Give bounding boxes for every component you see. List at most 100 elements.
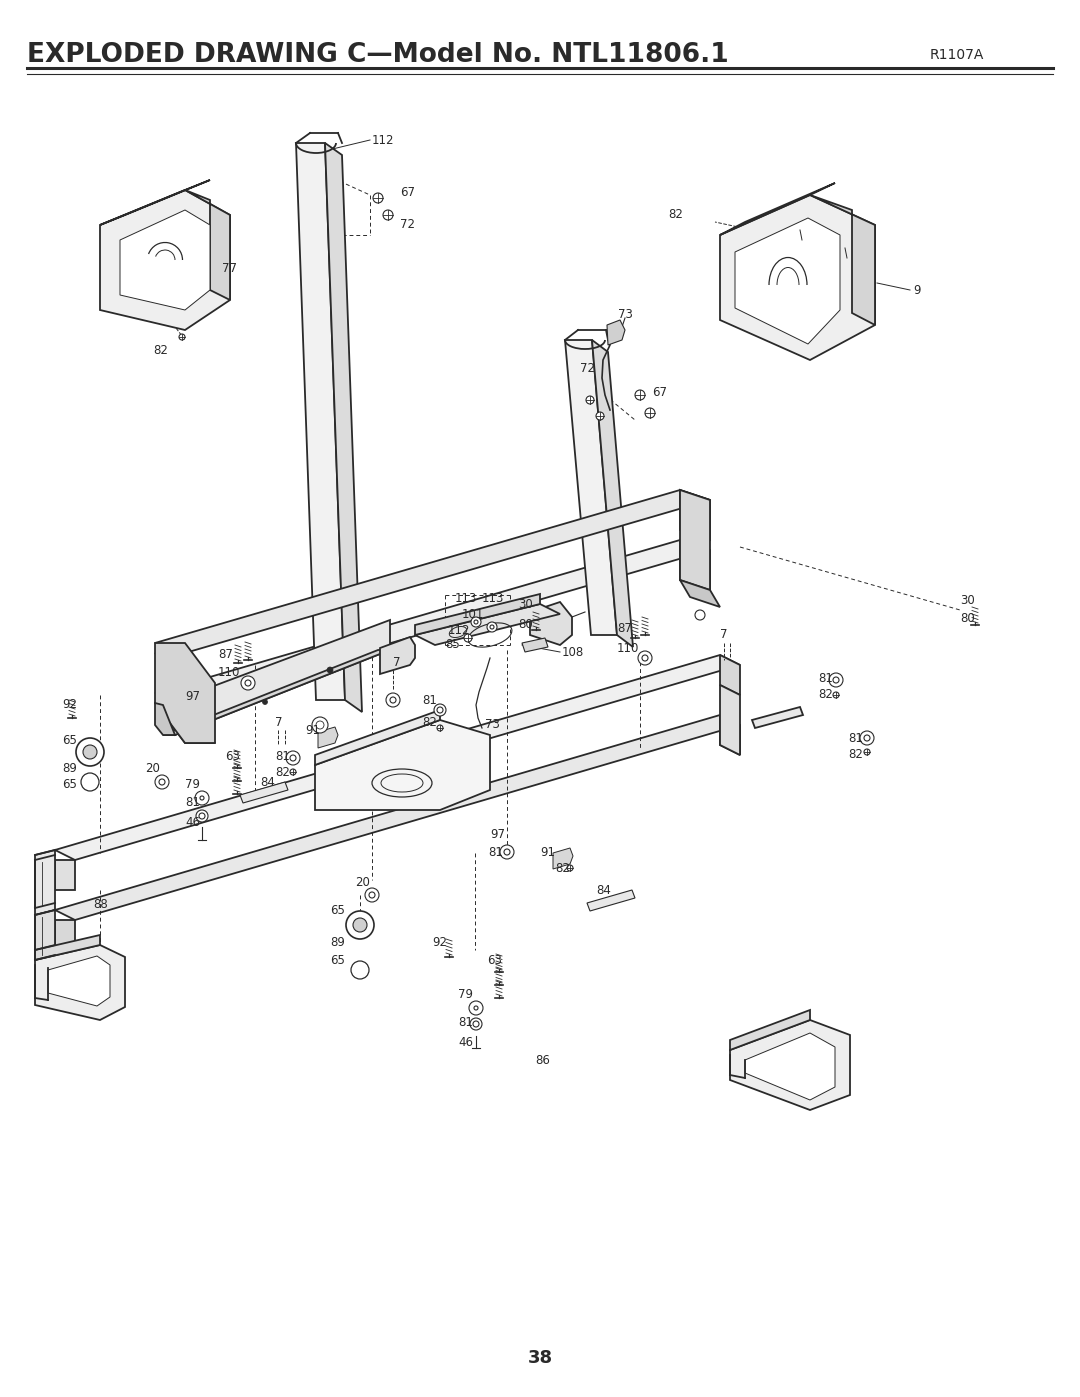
Text: 67: 67	[400, 187, 415, 200]
Circle shape	[373, 193, 383, 203]
Text: 80: 80	[960, 612, 975, 624]
Circle shape	[434, 704, 446, 717]
Circle shape	[156, 775, 168, 789]
Polygon shape	[100, 190, 230, 330]
Text: 81: 81	[185, 796, 200, 809]
Text: 101: 101	[462, 608, 484, 620]
Circle shape	[504, 849, 510, 855]
Text: 82: 82	[818, 689, 833, 701]
Circle shape	[369, 893, 375, 898]
Text: 81: 81	[848, 732, 863, 745]
Circle shape	[567, 865, 573, 870]
Text: 81: 81	[275, 750, 289, 764]
Polygon shape	[522, 638, 548, 652]
Polygon shape	[415, 604, 561, 645]
Text: 81: 81	[458, 1017, 473, 1030]
Text: EXPLODED DRAWING C—Model No. NTL11806.1: EXPLODED DRAWING C—Model No. NTL11806.1	[27, 42, 729, 68]
Text: 20: 20	[355, 876, 369, 888]
Text: 88: 88	[93, 898, 108, 911]
Circle shape	[312, 717, 328, 733]
Text: 7: 7	[720, 629, 728, 641]
Circle shape	[365, 888, 379, 902]
Polygon shape	[318, 726, 338, 747]
Text: 67: 67	[652, 387, 667, 400]
Circle shape	[470, 1018, 482, 1030]
Circle shape	[860, 731, 874, 745]
Polygon shape	[720, 715, 740, 754]
Text: 86: 86	[535, 1053, 550, 1066]
Text: 97: 97	[490, 828, 505, 841]
Circle shape	[469, 1002, 483, 1016]
Text: 108: 108	[562, 645, 584, 658]
Polygon shape	[565, 339, 617, 636]
Text: 82: 82	[153, 344, 167, 356]
Polygon shape	[55, 715, 740, 921]
Polygon shape	[315, 710, 440, 766]
Circle shape	[390, 697, 396, 703]
Polygon shape	[156, 541, 710, 703]
Circle shape	[346, 911, 374, 939]
Circle shape	[179, 334, 185, 339]
Text: 80: 80	[518, 619, 532, 631]
Polygon shape	[720, 183, 835, 235]
Polygon shape	[415, 594, 540, 636]
Circle shape	[864, 749, 870, 754]
Circle shape	[291, 768, 296, 775]
Text: 112: 112	[448, 623, 471, 637]
Circle shape	[383, 210, 393, 219]
Text: 7: 7	[275, 717, 283, 729]
Text: 110: 110	[617, 641, 639, 655]
Text: 63: 63	[225, 750, 240, 764]
Circle shape	[645, 408, 654, 418]
Polygon shape	[720, 196, 875, 360]
Text: 91: 91	[305, 724, 320, 736]
Circle shape	[864, 735, 870, 740]
Circle shape	[200, 796, 204, 800]
Text: 73: 73	[618, 307, 633, 320]
Polygon shape	[120, 210, 210, 310]
Circle shape	[437, 725, 443, 731]
Circle shape	[262, 700, 268, 704]
Circle shape	[195, 791, 210, 805]
Polygon shape	[185, 190, 230, 300]
Circle shape	[327, 666, 333, 673]
Polygon shape	[680, 490, 710, 541]
Polygon shape	[156, 652, 215, 693]
Circle shape	[245, 680, 251, 686]
Text: 82: 82	[848, 749, 863, 761]
Circle shape	[83, 745, 97, 759]
Text: 46: 46	[458, 1037, 473, 1049]
Polygon shape	[240, 782, 288, 803]
Text: 81: 81	[818, 672, 833, 685]
Text: 65: 65	[330, 954, 345, 967]
Polygon shape	[48, 956, 110, 1006]
Circle shape	[586, 395, 594, 404]
Circle shape	[696, 610, 705, 620]
Polygon shape	[810, 196, 875, 326]
Text: 97: 97	[185, 690, 200, 704]
Polygon shape	[730, 1010, 810, 1051]
Circle shape	[464, 634, 472, 643]
Polygon shape	[35, 935, 100, 960]
Polygon shape	[607, 320, 625, 345]
Text: 113: 113	[455, 591, 477, 605]
Text: 65: 65	[62, 778, 77, 792]
Text: 7: 7	[393, 657, 401, 669]
Text: 82: 82	[422, 715, 437, 728]
Polygon shape	[35, 849, 55, 915]
Circle shape	[286, 752, 300, 766]
Polygon shape	[680, 580, 720, 608]
Polygon shape	[55, 655, 740, 861]
Text: R1107A: R1107A	[930, 47, 984, 61]
Text: 92: 92	[62, 698, 77, 711]
Circle shape	[642, 655, 648, 661]
Circle shape	[241, 676, 255, 690]
Circle shape	[195, 810, 208, 821]
Text: 92: 92	[432, 936, 447, 950]
Text: 89: 89	[62, 761, 77, 774]
Text: 81: 81	[422, 693, 437, 707]
Polygon shape	[380, 637, 415, 673]
Polygon shape	[315, 719, 490, 810]
Polygon shape	[55, 921, 75, 950]
Polygon shape	[35, 944, 125, 1020]
